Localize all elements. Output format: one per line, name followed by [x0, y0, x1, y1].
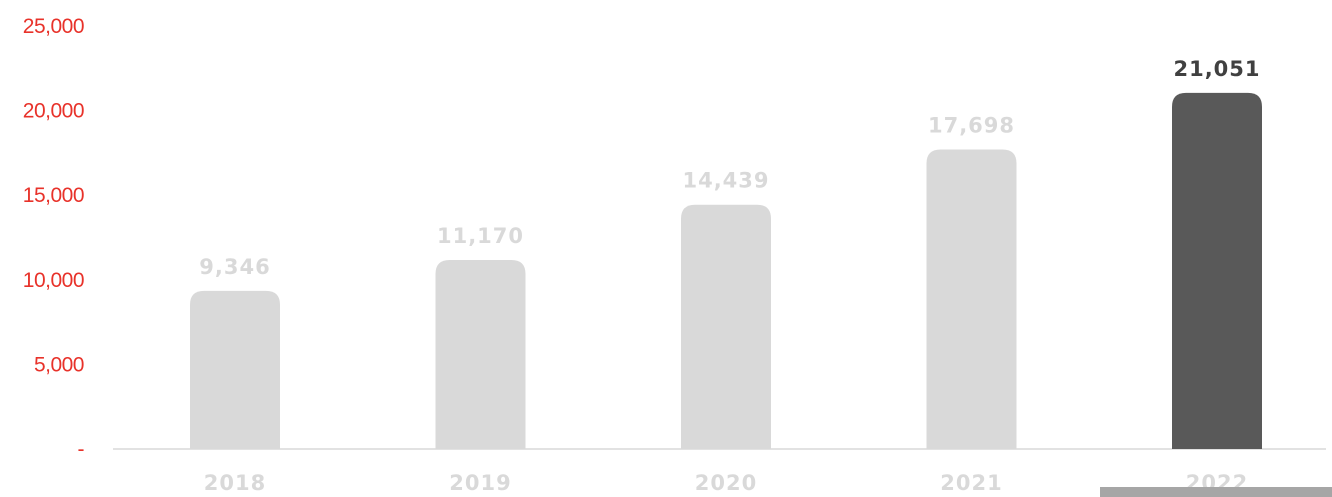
bar-2020	[681, 204, 771, 449]
y-tick-label: 10,000	[23, 269, 84, 292]
bar-2018	[190, 290, 280, 449]
x-tick-label: 2020	[695, 471, 757, 495]
y-tick-label: 5,000	[34, 353, 84, 376]
data-label-2020: 14,439	[682, 169, 769, 193]
data-label-2022: 21,051	[1173, 57, 1260, 81]
bar-2021	[926, 149, 1017, 449]
y-tick-label: 15,000	[23, 184, 84, 207]
bars	[190, 92, 1262, 449]
y-tick-label: 25,000	[23, 15, 84, 38]
data-labels: 9,346 11,170 14,439 17,698 21,051	[199, 57, 1260, 279]
y-tick-label: 20,000	[23, 100, 84, 123]
data-label-2019: 11,170	[437, 224, 524, 248]
data-label-2018: 9,346	[199, 255, 270, 279]
x-axis: 2018 2019 2020 2021 2022	[204, 471, 1247, 495]
x-tick-label: 2019	[449, 471, 511, 495]
x-tick-label: 2021	[940, 471, 1002, 495]
data-label-2021: 17,698	[928, 114, 1015, 138]
x-tick-label: 2018	[204, 471, 266, 495]
y-tick-label: -	[78, 438, 85, 461]
y-axis: - 5,000 10,000 15,000 20,000 25,000	[23, 15, 85, 461]
footer-bar	[1100, 487, 1332, 497]
bar-2019	[435, 260, 526, 449]
bar-2022	[1172, 92, 1262, 449]
